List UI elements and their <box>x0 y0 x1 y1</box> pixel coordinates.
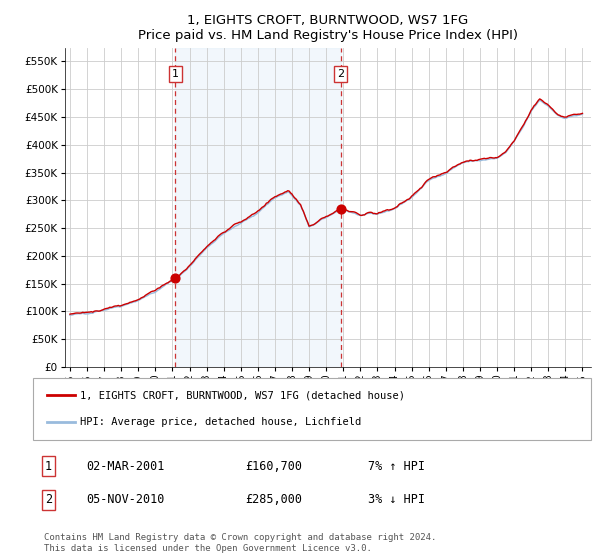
Text: £285,000: £285,000 <box>245 493 302 506</box>
FancyBboxPatch shape <box>33 378 591 440</box>
Text: 7% ↑ HPI: 7% ↑ HPI <box>368 460 425 473</box>
Text: HPI: Average price, detached house, Lichfield: HPI: Average price, detached house, Lich… <box>80 417 362 427</box>
Text: 1: 1 <box>45 460 52 473</box>
Text: 2: 2 <box>45 493 52 506</box>
Text: 1: 1 <box>172 69 179 80</box>
Point <box>170 273 180 282</box>
Text: Contains HM Land Registry data © Crown copyright and database right 2024.
This d: Contains HM Land Registry data © Crown c… <box>44 534 437 553</box>
Point <box>336 204 346 213</box>
Text: 2: 2 <box>337 69 344 80</box>
Title: 1, EIGHTS CROFT, BURNTWOOD, WS7 1FG
Price paid vs. HM Land Registry's House Pric: 1, EIGHTS CROFT, BURNTWOOD, WS7 1FG Pric… <box>138 14 518 42</box>
Text: 05-NOV-2010: 05-NOV-2010 <box>86 493 164 506</box>
Bar <box>175 48 341 367</box>
Text: 3% ↓ HPI: 3% ↓ HPI <box>368 493 425 506</box>
Text: 02-MAR-2001: 02-MAR-2001 <box>86 460 164 473</box>
Text: £160,700: £160,700 <box>245 460 302 473</box>
Text: 1, EIGHTS CROFT, BURNTWOOD, WS7 1FG (detached house): 1, EIGHTS CROFT, BURNTWOOD, WS7 1FG (det… <box>80 390 406 400</box>
